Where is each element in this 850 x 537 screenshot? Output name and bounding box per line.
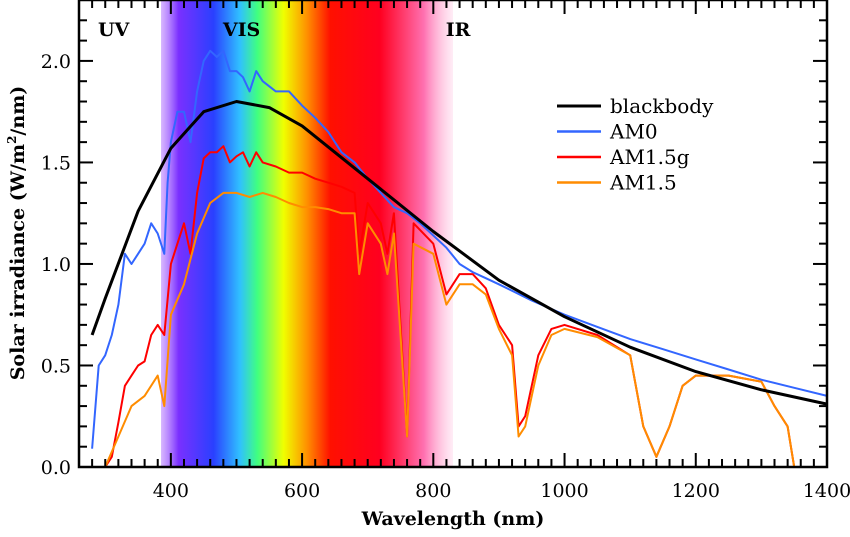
legend-label: blackbody xyxy=(610,94,714,118)
y-tick-label: 1.5 xyxy=(41,152,71,174)
series-line-am0 xyxy=(91,49,828,449)
y-tick-label: 0.0 xyxy=(41,457,71,479)
x-tick-label: 400 xyxy=(153,480,189,502)
region-label-vis: VIS xyxy=(222,19,260,41)
x-tick-label: 1400 xyxy=(803,480,850,502)
legend-label: AM0 xyxy=(609,120,658,144)
series-line-blackbody xyxy=(90,100,828,406)
series-line-am1-5 xyxy=(104,191,796,468)
plot-frame xyxy=(77,0,829,469)
region-label-ir: IR xyxy=(446,19,471,41)
legend-label: AM1.5g xyxy=(609,145,690,169)
y-tick-label: 0.5 xyxy=(41,355,71,377)
y-tick-label: 2.0 xyxy=(41,51,71,73)
region-label-uv: UV xyxy=(98,19,131,41)
x-tick-label: 600 xyxy=(284,480,320,502)
y-tick-label: 1.0 xyxy=(41,254,71,276)
x-tick-label: 1000 xyxy=(540,480,588,502)
x-tick-label: 1200 xyxy=(672,480,720,502)
y-axis-label: Solar irradiance (W/m2/nm) xyxy=(5,86,29,381)
legend-label: AM1.5 xyxy=(609,171,677,195)
x-tick-label: 800 xyxy=(415,480,451,502)
x-axis-label: Wavelength (nm) xyxy=(361,508,545,530)
